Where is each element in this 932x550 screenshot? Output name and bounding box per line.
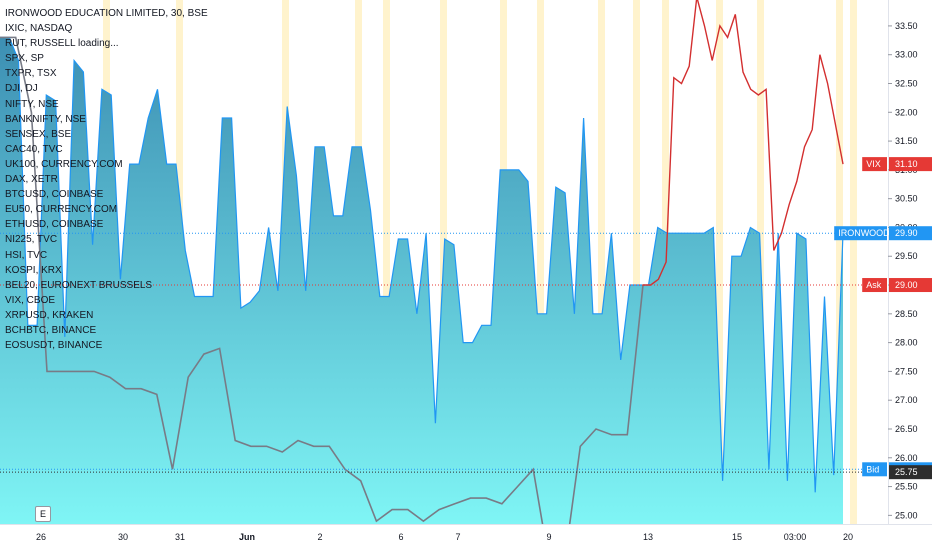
x-tick-label: 30 (118, 532, 128, 542)
legend-symbol[interactable]: NI225, TVC (5, 234, 58, 246)
price-tag-ask[interactable]: Ask 29.00 (862, 278, 932, 293)
price-line-markers (0, 232, 888, 473)
price-tag-vix[interactable]: VIX 31.10 (862, 157, 932, 172)
price-tag-value: 29.90 (895, 228, 918, 238)
price-tag-last[interactable]: 25.75 (889, 465, 932, 480)
price-tag-ironwood[interactable]: IRONWOOD 29.90 (834, 226, 932, 241)
price-tag-label: Ask (866, 280, 882, 290)
legend-symbol[interactable]: IXIC, NASDAQ (5, 23, 73, 35)
x-tick-label: 26 (36, 532, 46, 542)
legend-symbol[interactable]: KOSPI, KRX (5, 264, 62, 276)
legend-symbol[interactable]: BEL20, EURONEXT BRUSSELS (5, 279, 153, 291)
ironwood-area-fill (0, 37, 843, 524)
time-axis[interactable]: 26 30 31 Jun 2 6 7 9 13 15 03:00 20 (36, 532, 853, 542)
x-tick-label: 9 (546, 532, 551, 542)
legend-symbol[interactable]: SENSEX, BSE (5, 128, 72, 140)
x-tick-label: Jun (239, 532, 255, 542)
legend-symbol[interactable]: HSI, TVC (5, 249, 48, 261)
price-tag-label-bg (862, 157, 887, 172)
y-tick-label: 28.00 (895, 338, 918, 348)
legend-symbol[interactable]: TXPR, TSX (5, 68, 57, 80)
price-tag-value: 29.00 (895, 280, 918, 290)
x-tick-label: 31 (175, 532, 185, 542)
session-band (633, 0, 640, 524)
x-tick-label: 7 (455, 532, 460, 542)
price-tags: VIX31.10IRONWOOD29.90Ask29.00Bid25.8025.… (834, 157, 932, 480)
price-tag-value-bg (889, 226, 932, 241)
price-tag-value-bg (889, 157, 932, 172)
legend-symbol[interactable]: DAX, XETR (5, 174, 58, 186)
x-tick-label: 20 (843, 532, 853, 542)
session-band (850, 0, 857, 524)
price-tag-label-bg (862, 462, 887, 477)
y-tick-label: 31.50 (895, 136, 918, 146)
legend-symbol[interactable]: BANKNIFTY, NSE (5, 113, 86, 125)
x-tick-label: 13 (643, 532, 653, 542)
session-band (836, 0, 843, 524)
legend-symbol[interactable]: EOSUSDT, BINANCE (5, 340, 103, 352)
x-tick-label: 15 (732, 532, 742, 542)
legend-symbol[interactable]: XRPUSD, KRAKEN (5, 309, 94, 321)
legend-symbol[interactable]: CAC40, TVC (5, 143, 63, 155)
earnings-event-badge[interactable]: E (35, 506, 51, 522)
price-tag-value-bg (889, 465, 932, 480)
price-tag-label: IRONWOOD (838, 228, 890, 238)
y-tick-label: 32.00 (895, 107, 918, 117)
price-tag-label: Bid (866, 464, 879, 474)
y-tick-label: 27.50 (895, 366, 918, 376)
y-tick-label: 26.00 (895, 453, 918, 463)
price-tag-value-bg (889, 278, 932, 293)
legend-title[interactable]: IRONWOOD EDUCATION LIMITED, 30, BSE (5, 8, 208, 19)
legend-symbol[interactable]: NIFTY, NSE (5, 98, 59, 110)
y-tick-label: 33.00 (895, 50, 918, 60)
legend-symbol[interactable]: EU50, CURRENCY.COM (5, 204, 118, 216)
price-axis[interactable]: 25.00 25.50 26.00 26.50 27.00 27.50 28.00 28.50… (888, 21, 918, 520)
y-tick-label: 30.50 (895, 194, 918, 204)
x-tick-label: 6 (398, 532, 403, 542)
session-band (383, 0, 390, 524)
legend-symbol[interactable]: BCHBTC, BINANCE (5, 324, 97, 336)
y-tick-label: 25.00 (895, 510, 918, 520)
session-band (537, 0, 544, 524)
price-tag-label: VIX (866, 159, 881, 169)
x-tick-label: 2 (317, 532, 322, 542)
y-tick-label: 32.50 (895, 78, 918, 88)
price-tag-label-bg (862, 278, 887, 293)
y-tick-label: 28.50 (895, 309, 918, 319)
legend-symbol[interactable]: DJI, DJ (5, 83, 38, 95)
legend-symbol[interactable]: RUT, RUSSELL loading... (5, 38, 119, 50)
legend-symbol[interactable]: ETHUSD, COINBASE (5, 219, 104, 231)
y-tick-label: 25.50 (895, 482, 918, 492)
legend-symbol[interactable]: BTCUSD, COINBASE (5, 189, 104, 201)
session-band (716, 0, 723, 524)
legend-symbol[interactable]: SPX, SP (5, 53, 44, 65)
price-tag-value: 25.75 (895, 467, 918, 477)
y-tick-label: 29.50 (895, 251, 918, 261)
price-tag-label-bg (834, 226, 887, 241)
legend-symbol[interactable]: VIX, CBOE (5, 294, 56, 306)
y-tick-label: 27.00 (895, 395, 918, 405)
price-tag-value: 31.10 (895, 159, 918, 169)
legend-symbol[interactable]: UK100, CURRENCY.COM (5, 158, 123, 170)
legend: IRONWOOD EDUCATION LIMITED, 30, BSE IXIC… (5, 6, 208, 353)
y-tick-label: 33.50 (895, 21, 918, 31)
y-tick-label: 26.50 (895, 424, 918, 434)
vix-series-line[interactable] (643, 0, 844, 286)
x-tick-label: 03:00 (784, 532, 807, 542)
session-band (598, 0, 605, 524)
eosusdt-series-line[interactable] (0, 36, 644, 550)
